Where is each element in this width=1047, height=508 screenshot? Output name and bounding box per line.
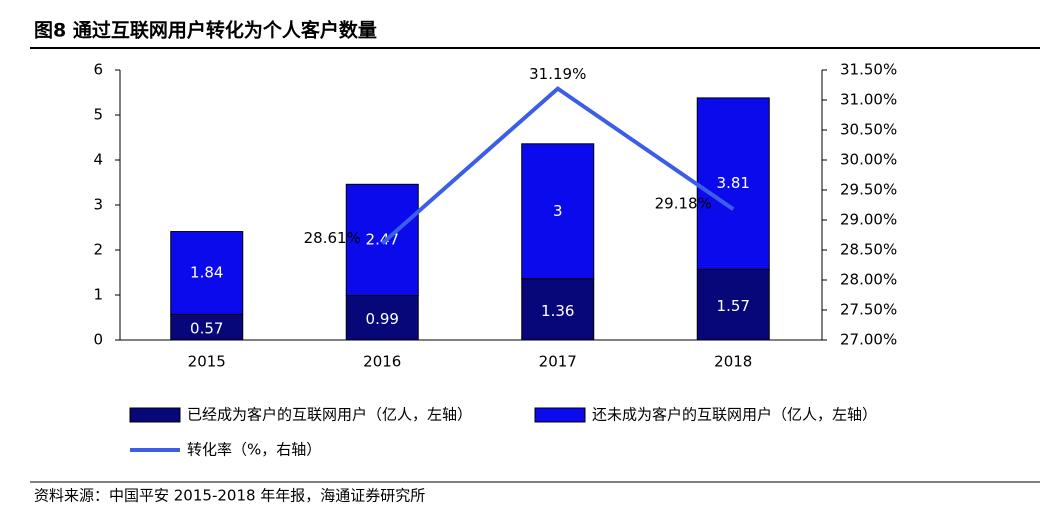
bar-segment — [345, 183, 419, 296]
y-tick-label: 4 — [93, 151, 103, 169]
line-value-label: 29.18% — [655, 195, 712, 213]
x-tick-label: 2016 — [363, 353, 401, 371]
bar-value-label: 0.57 — [190, 320, 223, 338]
legend-label: 转化率（%，右轴） — [187, 441, 321, 459]
bar-segment — [521, 143, 595, 280]
bar-segment — [696, 97, 770, 270]
y-tick-label: 1 — [93, 286, 103, 304]
y2-tick-label: 28.00% — [840, 271, 897, 289]
y-tick-label: 0 — [93, 331, 103, 349]
x-tick-label: 2017 — [539, 353, 577, 371]
y2-tick-label: 27.50% — [840, 301, 897, 319]
y-tick-label: 3 — [93, 196, 103, 214]
bar-segment — [170, 313, 244, 341]
bar-value-label: 1.84 — [190, 263, 223, 281]
legend-label: 还未成为客户的互联网用户（亿人，左轴） — [592, 406, 877, 424]
bar-value-label: 0.99 — [366, 310, 399, 328]
chart-title: 图8 通过互联网用户转化为个人客户数量 — [34, 19, 377, 42]
bar-value-label: 3 — [553, 202, 563, 220]
y2-tick-label: 31.00% — [840, 91, 897, 109]
y-tick-label: 2 — [93, 241, 103, 259]
line-value-label: 31.19% — [529, 65, 586, 83]
y2-tick-label: 31.50% — [840, 61, 897, 79]
y2-tick-label: 30.00% — [840, 151, 897, 169]
y2-tick-label: 27.00% — [840, 331, 897, 349]
bar-value-label: 1.36 — [541, 302, 574, 320]
y2-tick-label: 29.00% — [840, 211, 897, 229]
y2-tick-label: 28.50% — [840, 241, 897, 259]
line-value-label: 28.61% — [304, 229, 361, 247]
y-tick-label: 6 — [93, 61, 103, 79]
bar-segment — [345, 294, 419, 341]
x-tick-label: 2015 — [188, 353, 226, 371]
bar-segment — [521, 278, 595, 341]
legend-swatch — [534, 407, 586, 423]
x-tick-label: 2018 — [714, 353, 752, 371]
y-tick-label: 5 — [93, 106, 103, 124]
source: 资料来源：中国平安 2015-2018 年年报，海通证券研究所 — [34, 487, 425, 505]
y2-tick-label: 29.50% — [840, 181, 897, 199]
line-series — [380, 86, 735, 245]
legend-label: 已经成为客户的互联网用户（亿人，左轴） — [187, 406, 472, 424]
bar-value-label: 1.57 — [717, 297, 750, 315]
y2-tick-label: 30.50% — [840, 121, 897, 139]
legend-swatch — [129, 407, 181, 423]
bar-segment — [170, 231, 244, 315]
bar-value-label: 3.81 — [717, 174, 750, 192]
